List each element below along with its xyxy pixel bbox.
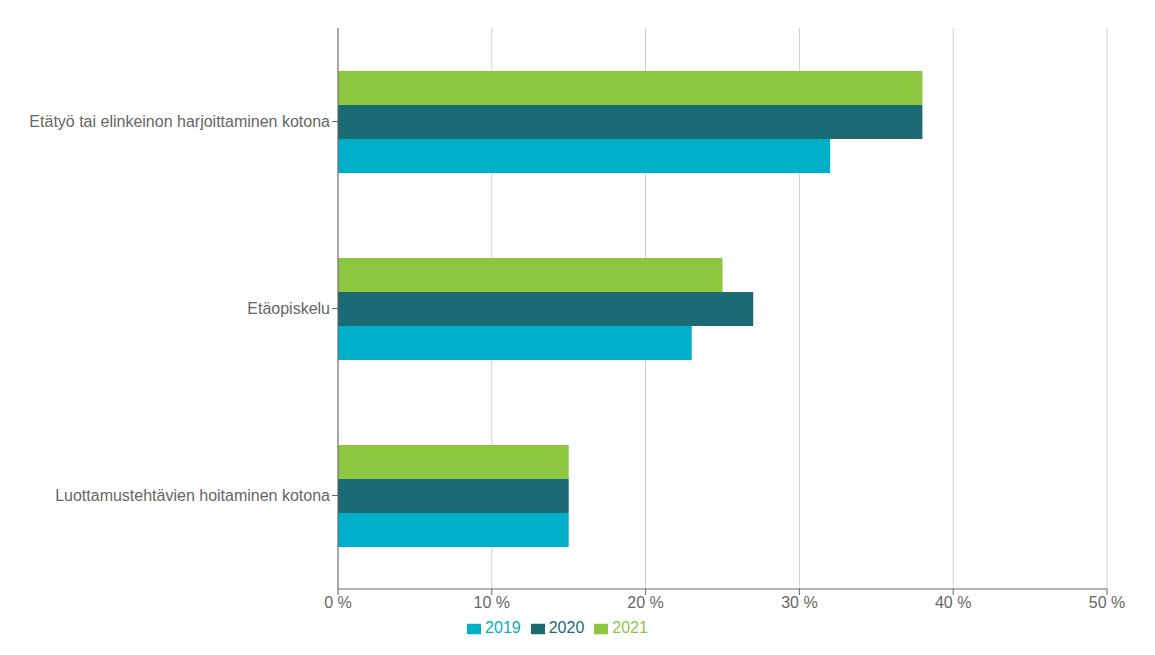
svg-text:20 %: 20 % [627,594,663,611]
svg-text:30 %: 30 % [781,594,817,611]
svg-text:0 %: 0 % [324,594,352,611]
svg-text:Etätyö tai elinkeinon harjoitt: Etätyö tai elinkeinon harjoittaminen kot… [29,113,330,130]
html-text:2019: 2019 [485,619,521,636]
svg-text:10 %: 10 % [474,594,510,611]
svg-text:Luottamustehtävien hoitaminen: Luottamustehtävien hoitaminen kotona [55,487,330,504]
svg-text:50 %: 50 % [1089,594,1125,611]
svg-text:Etäopiskelu: Etäopiskelu [247,300,330,317]
html-text:2021: 2021 [612,619,648,636]
html-text:2020: 2020 [548,619,585,636]
svg-text:40 %: 40 % [935,594,971,611]
